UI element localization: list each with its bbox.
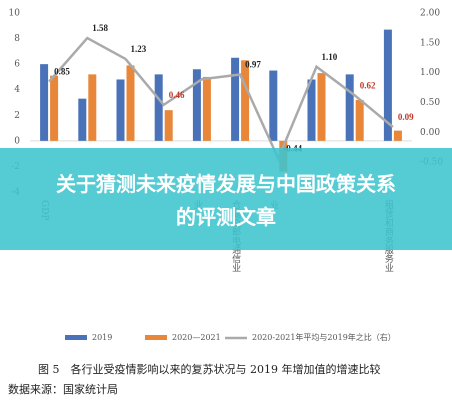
bar (269, 70, 278, 141)
bar (192, 69, 201, 141)
legend-swatch (65, 335, 87, 340)
banner-line: 关于猜测未来疫情发展与中国政策关系 (56, 172, 396, 196)
data-label: 0.09 (398, 112, 414, 122)
bar (164, 110, 173, 141)
bar (241, 60, 250, 141)
y-tick-label: 6 (14, 60, 20, 70)
banner (0, 148, 452, 250)
bar (355, 99, 364, 141)
bar (345, 74, 354, 141)
y-tick-label: 10 (9, 9, 21, 19)
data-label: 0.62 (360, 80, 376, 90)
banner-title: 关于猜测未来疫情发展与中国政策关系的评测文章 (56, 172, 396, 229)
y2-tick-label: 2.00 (420, 9, 440, 19)
bar (88, 74, 97, 141)
y-tick-label: 4 (14, 85, 20, 95)
legend-label: 2019 (92, 333, 112, 342)
y-tick-label: 8 (14, 34, 20, 44)
y2-tick-label: 0.50 (420, 98, 440, 108)
legend-swatch (145, 335, 167, 340)
data-label: 1.10 (322, 52, 338, 62)
y-tick-label: 0 (14, 136, 20, 146)
bar (116, 79, 125, 141)
y2-tick-label: 1.50 (420, 38, 440, 48)
bar (307, 79, 316, 141)
figure-caption: 图 5 各行业受疫情影响以来的复苏状况与 2019 年增加值的增速比较 (38, 362, 380, 376)
banner-line: 的评测文章 (176, 205, 276, 229)
y2-tick-label: 1.00 (420, 68, 440, 78)
data-label: 1.58 (92, 23, 108, 33)
bar (78, 98, 87, 141)
bar (393, 130, 402, 141)
bar (317, 73, 326, 141)
bar (383, 29, 392, 141)
bar (154, 74, 163, 141)
data-label: 0.46 (169, 90, 185, 100)
bar (202, 76, 211, 141)
source-caption: 数据来源：国家统计局 (8, 382, 118, 396)
bar (126, 65, 135, 141)
bar (231, 57, 240, 141)
ratio-line (48, 36, 394, 162)
bar (50, 75, 59, 141)
legend-label: 2020-2021年平均与2019年之比（右） (252, 332, 396, 342)
data-label: 1.23 (131, 44, 147, 54)
data-label: 0.97 (245, 60, 261, 70)
legend-label: 2020—2021 (172, 333, 221, 342)
bar (40, 64, 49, 141)
y2-tick-label: 0.00 (420, 128, 440, 138)
data-label: 0.85 (54, 67, 70, 77)
y-tick-label: 2 (14, 111, 20, 121)
